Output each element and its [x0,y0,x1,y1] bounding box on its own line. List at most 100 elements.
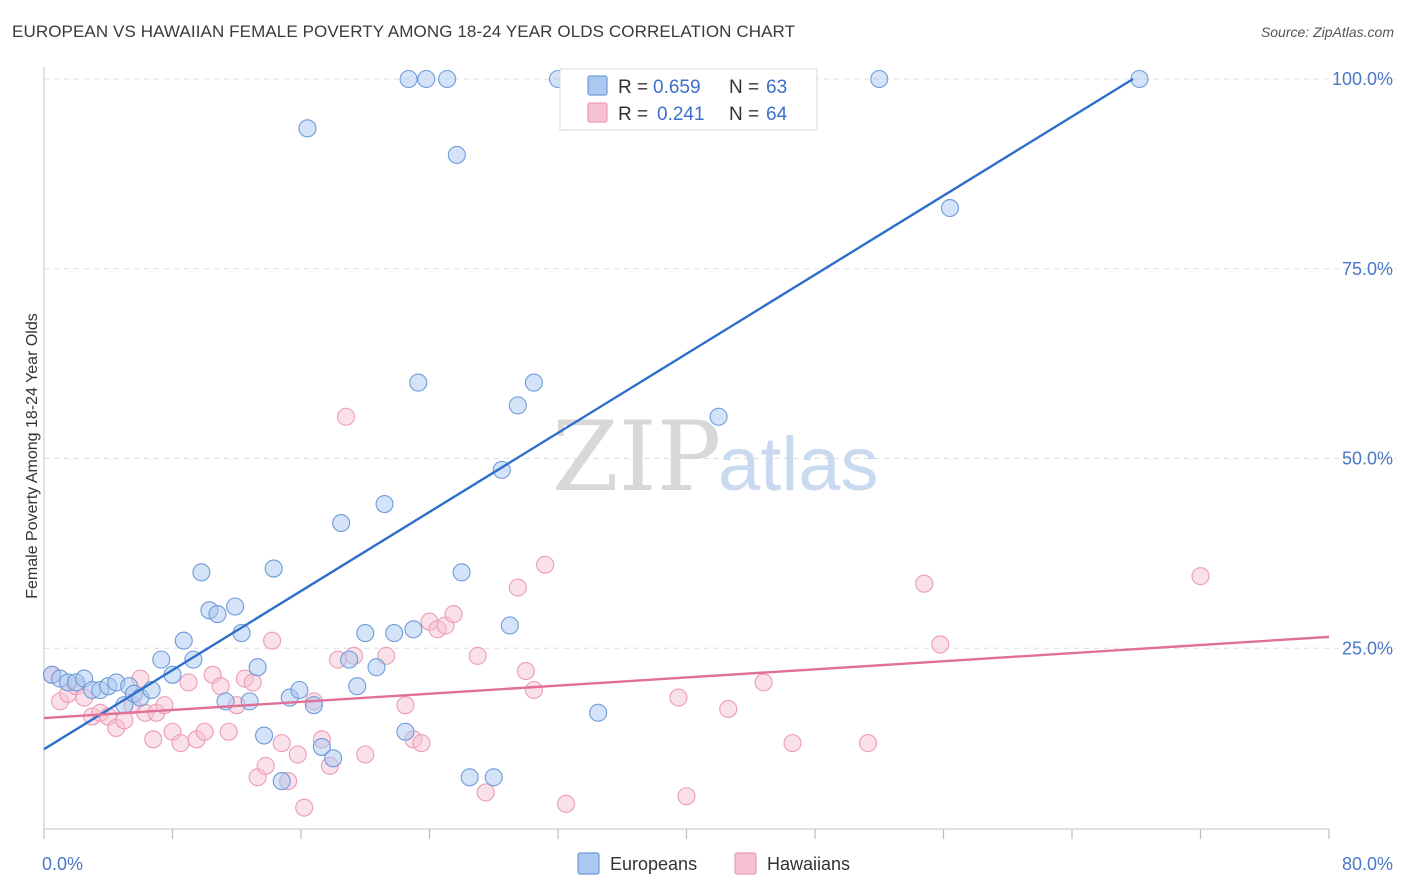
hawaiians-point [295,798,314,817]
europeans-point [399,69,418,89]
hawaiians-point [195,722,214,741]
hawaiians-point [144,730,163,749]
hawaiians-point [211,677,230,696]
hawaiians-point [336,407,356,426]
hawaiians-point [356,745,375,764]
hawaiians-point [243,673,262,692]
y-tick-label: 100.0% [1332,69,1393,89]
legend-europeans-n-value: 63 [766,77,787,98]
europeans-point [940,198,959,218]
europeans-point [240,692,259,711]
y-tick-label: 50.0% [1342,449,1393,469]
europeans-point [192,563,211,582]
legend-bottom: Europeans Hawaiians [577,852,850,875]
europeans-point [255,726,274,745]
x-tick-label: 0.0% [42,854,83,874]
europeans-point [152,650,171,669]
legend-hawaiians-r-value: 0.241 [657,104,705,125]
grid-lines [44,78,1396,649]
legend-europeans-r-label: R = [618,77,648,98]
hawaiians-point [524,680,543,700]
europeans-point [524,373,543,392]
europeans-point [226,597,245,616]
y-axis-label: Female Poverty Among 18-24 Year Olds [24,313,41,599]
hawaiians-point [396,696,415,715]
europeans-point [324,749,343,768]
x-tick-labels: 0.0% 80.0% [42,854,1393,874]
europeans-point [484,768,503,787]
bottom-legend-europeans-swatch [577,852,600,875]
europeans-point [272,772,291,791]
europeans-point [375,494,394,514]
hawaiians-point [412,734,431,753]
hawaiians-point [719,699,738,719]
legend-europeans-r-value: 0.659 [653,77,701,98]
hawaiians-point [915,574,934,593]
legend-top: R = 0.659 N = 63 R = 0.241 N = 64 [559,68,818,131]
europeans-point [438,69,457,89]
hawaiians-point [536,555,555,574]
hawaiians-point [931,635,950,654]
legend-hawaiians-n-value: 64 [766,104,788,125]
hawaiians-point [783,734,802,753]
europeans-point [304,696,323,715]
source-label: Source: ZipAtlas.com [1260,24,1394,40]
hawaiians-point [516,661,535,681]
europeans-point [460,768,479,787]
europeans-point [500,616,519,635]
watermark-atlas: atlas [718,422,879,507]
hawaiians-point [677,787,696,806]
y-tick-labels: 25.0% 50.0% 75.0% 100.0% [1332,69,1393,658]
europeans-point [298,119,317,138]
europeans-point [409,373,428,392]
europeans-point [312,737,331,756]
hawaiians-point [272,734,291,753]
y-tick-label: 75.0% [1342,259,1393,279]
europeans-point [404,620,423,639]
europeans-trendline [43,77,1134,751]
bottom-legend-hawaiians-swatch [734,852,757,875]
europeans-point [174,631,193,650]
legend-europeans-swatch [587,75,608,96]
europeans-point [589,703,608,722]
hawaiians-point [508,578,527,597]
europeans-point [508,396,527,415]
legend-europeans-n-label: N = [729,77,759,98]
chart-title: EUROPEAN VS HAWAIIAN FEMALE POVERTY AMON… [12,22,796,41]
europeans-point [248,658,267,677]
watermark-zip: ZIP [552,401,721,513]
hawaiians-point [263,631,282,650]
hawaiians-trendline [43,635,1330,720]
hawaiians-point [179,673,198,692]
y-tick-label: 25.0% [1342,638,1393,658]
europeans-point [332,513,351,533]
bottom-legend-europeans-label: Europeans [610,854,697,874]
hawaiians-point [468,646,487,665]
legend-hawaiians-n-label: N = [729,104,759,125]
europeans-point [417,69,436,89]
europeans-point [447,145,466,164]
europeans-point [348,677,367,696]
europeans-point [709,407,728,426]
europeans-point [870,69,889,89]
hawaiians-point [444,605,463,624]
legend-hawaiians-swatch [587,102,608,123]
europeans-point [367,658,386,677]
europeans-point [1130,69,1149,89]
hawaiians-point [669,688,688,707]
hawaiians-point [476,783,495,802]
bottom-legend-hawaiians-label: Hawaiians [767,854,850,874]
europeans-point [208,605,227,624]
hawaiians-point [256,756,275,775]
hawaiians-point [858,734,878,753]
europeans-point [290,680,309,700]
x-axis-ticks [43,829,1330,839]
x-tick-label: 80.0% [1342,854,1393,874]
legend-hawaiians-r-label: R = [618,104,648,125]
europeans-point [385,624,404,643]
europeans-point [264,559,283,578]
hawaiians-point [171,734,190,753]
hawaiians-point [219,722,238,741]
hawaiians-point [754,673,773,692]
